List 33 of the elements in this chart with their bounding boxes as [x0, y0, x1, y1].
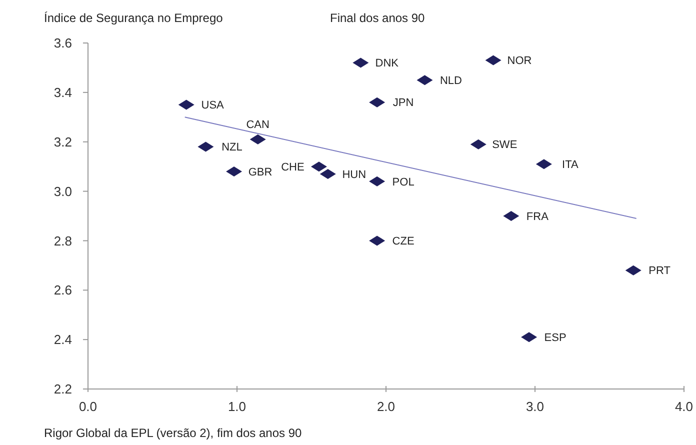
chart-title: Final dos anos 90 — [330, 11, 426, 25]
y-tick-label: 2.8 — [54, 233, 72, 248]
annotation: GBR — [248, 166, 272, 178]
annotation: NZL — [222, 142, 242, 154]
y-tick-label: 3.0 — [54, 184, 72, 199]
annotation: NLD — [440, 74, 462, 87]
annotation: CAN — [246, 119, 270, 132]
y-axis-title: Índice de Segurança no Emprego — [44, 11, 224, 25]
annotation: POL — [392, 176, 414, 188]
annotation: CZE — [392, 236, 414, 248]
y-tick-label: 2.6 — [54, 282, 72, 298]
y-tick-label: 3.2 — [54, 134, 72, 150]
x-tick-label: 4.0 — [674, 399, 694, 414]
annotation: FRA — [526, 210, 550, 223]
x-axis-title: Rigor Global da EPL (versão 2), fim dos anos 90 — [44, 426, 302, 440]
annotation: HUN — [342, 168, 366, 181]
annotation: JPN — [392, 97, 414, 110]
annotation: ESP — [544, 332, 566, 344]
annotation: SWE — [492, 139, 518, 152]
annotation: ITA — [562, 158, 579, 171]
annotation: PRT — [648, 265, 671, 278]
annotation: USA — [201, 100, 225, 112]
x-tick-label: 1.0 — [228, 399, 246, 414]
x-tick-label: 2.0 — [376, 399, 396, 414]
y-tick-label: 3.6 — [54, 36, 72, 51]
annotation: NOR — [507, 55, 532, 68]
annotation: DNK — [375, 58, 400, 70]
annotation: CHE — [281, 161, 304, 174]
y-tick-label: 2.4 — [54, 332, 72, 348]
y-tick-label: 2.2 — [54, 382, 72, 397]
y-tick-label: 3.4 — [54, 84, 72, 100]
x-tick-label: 0.0 — [78, 399, 98, 414]
x-tick-label: 3.0 — [526, 399, 544, 414]
